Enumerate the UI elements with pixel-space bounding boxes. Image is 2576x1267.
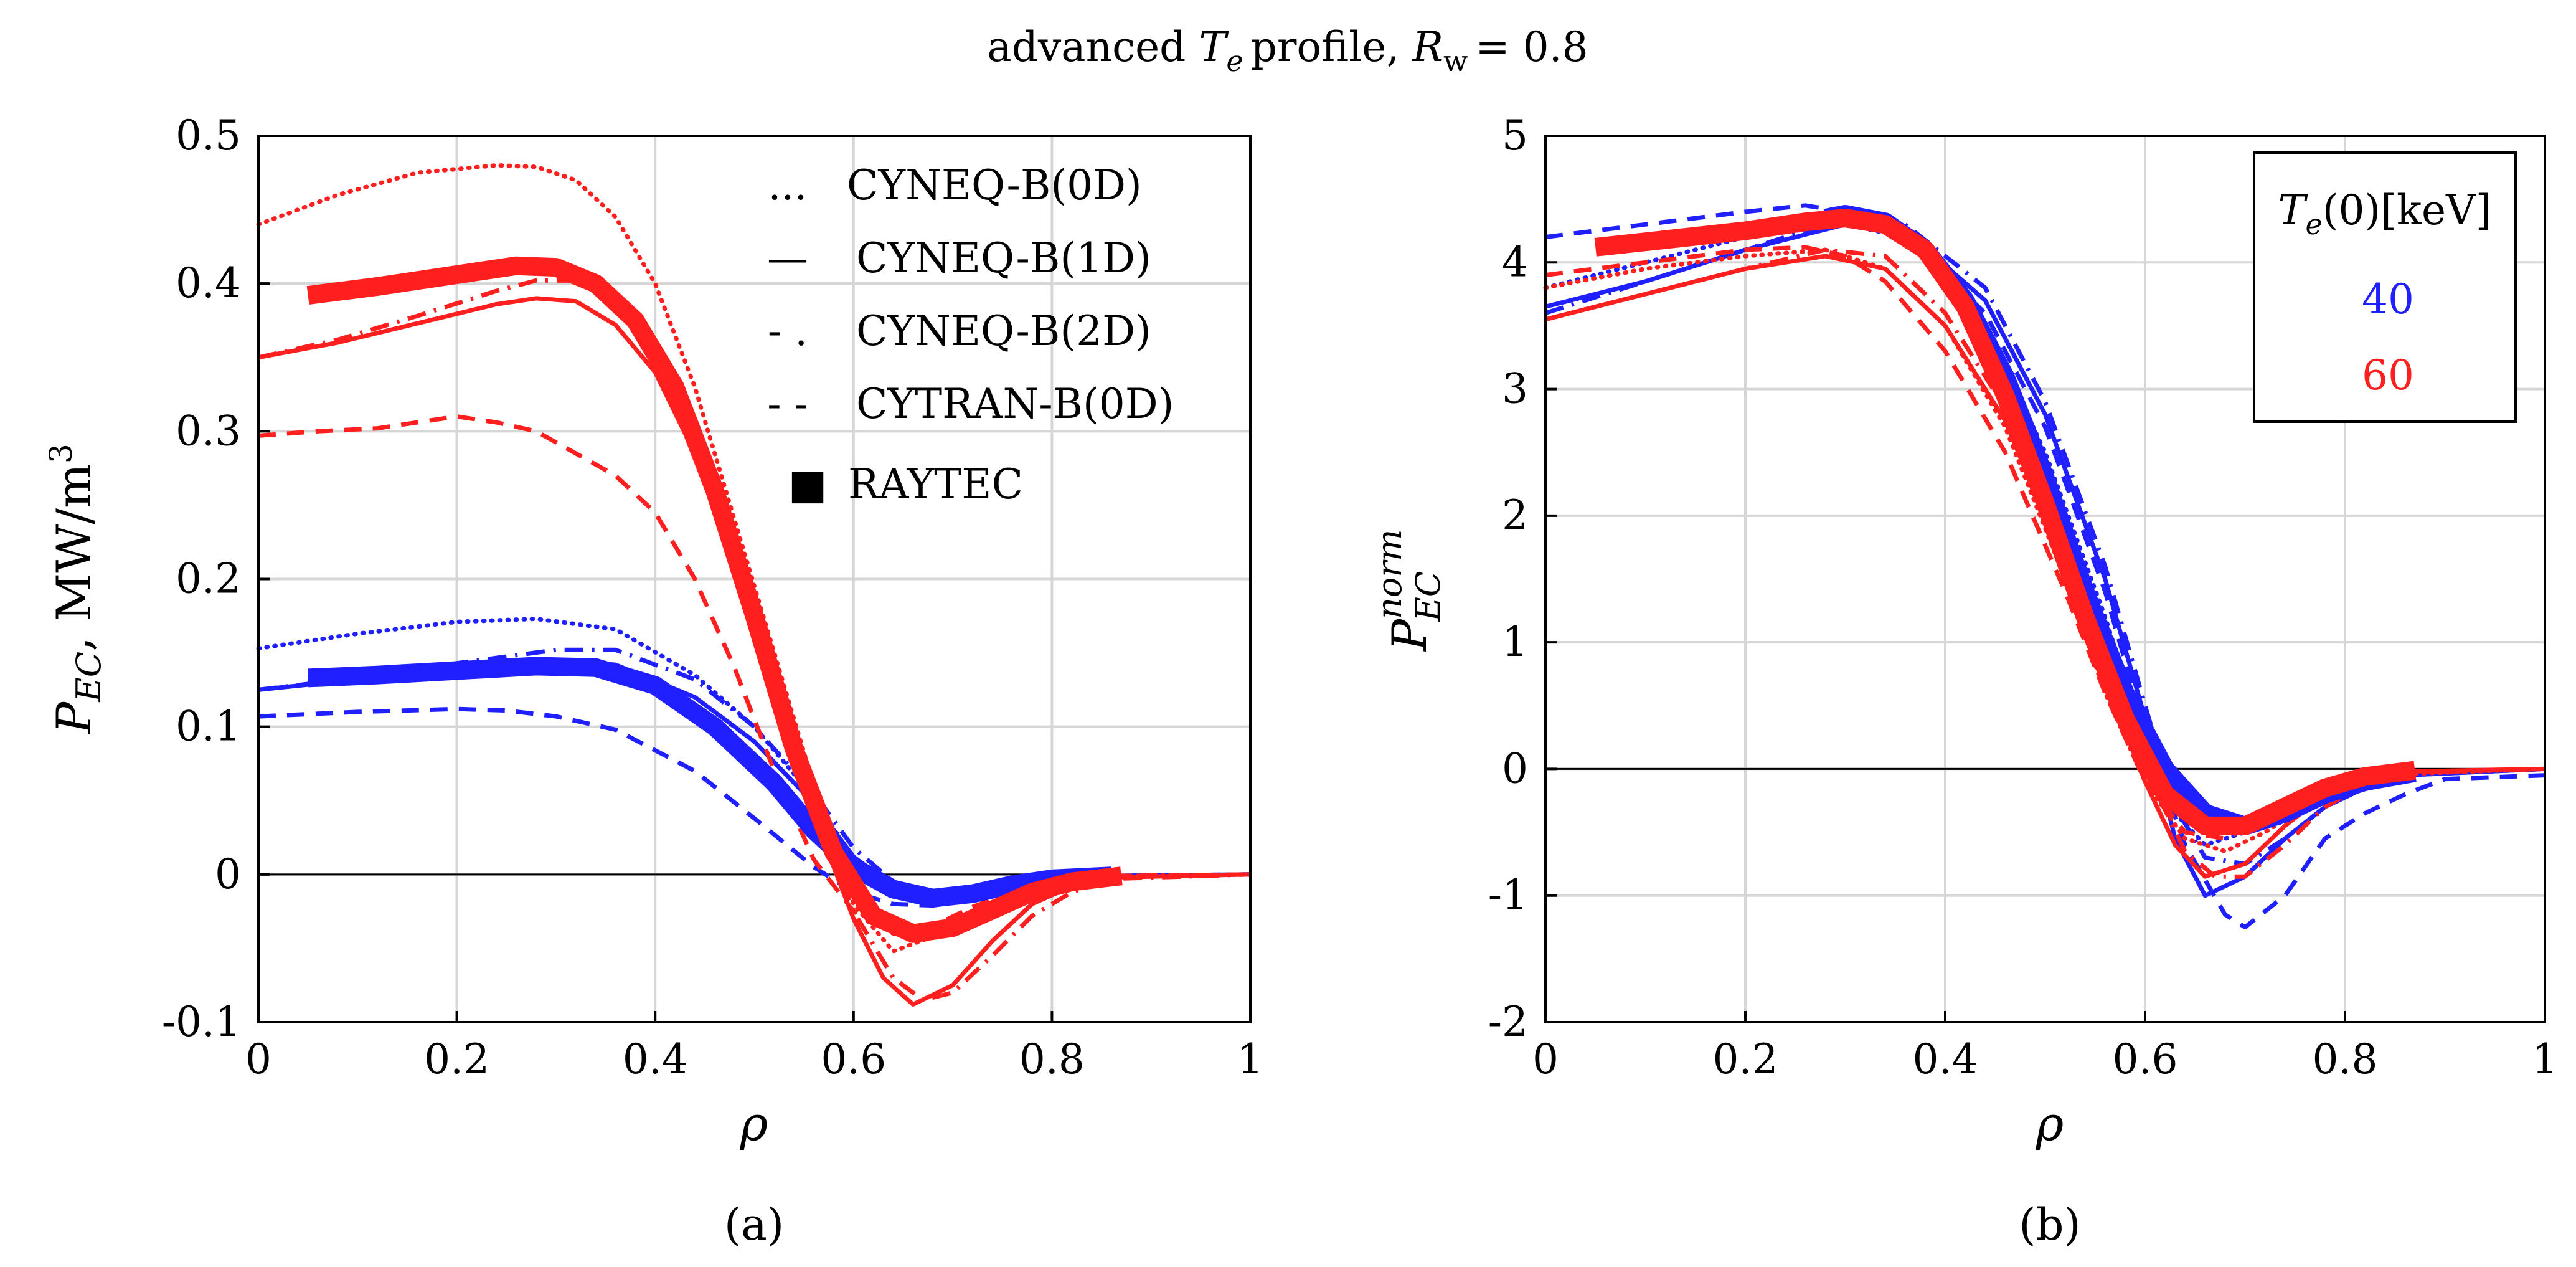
ytick-label-a-3: 0.2: [176, 555, 241, 603]
legend-a-label-0: CYNEQ-B(0D): [847, 161, 1142, 209]
xtick-label-b-4: 0.8: [2313, 1035, 2378, 1083]
legend-a-marker-0: ...: [768, 161, 808, 209]
ytick-label-b-3: 1: [1502, 618, 1528, 666]
plot-frame-b: [1544, 135, 2546, 1023]
ytick-label-b-5: 3: [1502, 365, 1528, 413]
title-te-symbol: T: [1199, 23, 1229, 71]
title-middle: profile,: [1251, 23, 1400, 71]
title-suffix: = 0.8: [1475, 23, 1588, 71]
legend-b-title-subscript: e: [2306, 207, 2323, 241]
ytick-label-a-4: 0.3: [176, 407, 241, 455]
ytick-label-b-4: 2: [1502, 491, 1528, 539]
legend-a-marker-1: —: [767, 234, 808, 282]
ylabel-a-subscript: EC: [69, 652, 108, 703]
series-a-60-raytec: [306, 256, 1123, 943]
ytick-label-a-6: 0.5: [176, 112, 241, 159]
xtick-label-b-3: 0.6: [2113, 1035, 2178, 1083]
panel-a: 0 0.2 0.4 0.6 0.8 1-0.100.10.20.30.40.5 ρ PEC…: [43, 112, 1263, 1250]
series-b-60-cyneq-b-2d-: [1545, 247, 2545, 879]
legend-a-label-3: CYTRAN-B(0D): [856, 380, 1174, 428]
series-a-40-raytec: [307, 657, 1112, 908]
panel-label-b: (b): [2019, 1199, 2080, 1250]
title-rw-subscript: w: [1443, 44, 1468, 78]
legend-a-marker-2: - .: [768, 307, 808, 355]
ylabel-a-separator: ,: [46, 637, 101, 652]
legend-b-entry-60: 60: [2362, 351, 2414, 399]
ytick-label-a-1: 0: [215, 850, 241, 898]
ytick-label-b-2: 0: [1502, 744, 1528, 792]
legend-a-label-1: CYNEQ-B(1D): [856, 234, 1151, 282]
ylabel-a-units-sup: 3: [43, 444, 79, 463]
legend-b-title-rest: (0)[keV]: [2323, 186, 2492, 234]
panel-label-a: (a): [724, 1199, 784, 1250]
legend-b-entry-40: 40: [2362, 275, 2414, 323]
legend-b-title: Te(0)[keV]: [2278, 186, 2492, 241]
ylabel-a-symbol: P: [46, 701, 101, 735]
title-prefix: advanced: [987, 23, 1186, 71]
ylabel-a-units: MW/m: [46, 463, 101, 622]
xtick-label-b-5: 1: [2532, 1035, 2558, 1083]
xtick-label-a-0: 0: [245, 1035, 271, 1083]
xtick-label-b-1: 0.2: [1713, 1035, 1778, 1083]
series-a-40-cytran-b-0d-: [258, 706, 1251, 908]
xtick-label-a-2: 0.4: [623, 1035, 688, 1083]
xtick-label-a-4: 0.8: [1019, 1035, 1085, 1083]
ylabel-a: PEC, MW/m3: [43, 444, 108, 735]
legend-b-box: [2253, 151, 2517, 423]
legend-a: ... CYNEQ-B(0D) — CYNEQ-B(1D) - . CYNEQ-…: [767, 161, 1174, 508]
ytick-label-b-1: -1: [1488, 871, 1528, 919]
legend-b-title-symbol: T: [2278, 186, 2309, 234]
series-b-60-raytec: [1594, 209, 2417, 835]
legend-a-label-4: RAYTEC: [848, 460, 1023, 508]
series-a-60-cyneq-b-2d-: [258, 278, 1251, 1002]
ylabel-b-subscript: EC: [1408, 571, 1448, 622]
ylabel-b: PnormEC: [1370, 529, 1448, 652]
xtick-label-b-0: 0: [1532, 1035, 1559, 1083]
legend-a-label-2: CYNEQ-B(2D): [856, 307, 1151, 355]
xtick-label-a-5: 1: [1237, 1035, 1263, 1083]
plot-area-a: 0 0.2 0.4 0.6 0.8 1-0.100.10.20.30.40.5: [162, 112, 1263, 1083]
panel-b: 0 0.2 0.4 0.6 0.8 1 -2 -1 0 1 2 3 4 5 ρ PnormEC (b) T…: [1370, 112, 2558, 1250]
legend-a-marker-4: ■: [788, 460, 827, 508]
ytick-label-b-7: 5: [1502, 112, 1528, 159]
ytick-label-a-2: 0.1: [176, 703, 241, 751]
legend-b: Te(0)[keV] 40 60: [2253, 151, 2517, 423]
xtick-label-a-3: 0.6: [821, 1035, 886, 1083]
series-a-60-cytran-b-0d-: [258, 414, 1251, 936]
title-te-subscript: e: [1226, 44, 1243, 78]
legend-a-marker-3: - -: [767, 380, 808, 428]
xtick-label-b-2: 0.4: [1913, 1035, 1978, 1083]
ytick-label-a-0: -0.1: [162, 998, 241, 1046]
ytick-label-b-6: 4: [1502, 238, 1528, 286]
xlabel-b: ρ: [2036, 1096, 2064, 1151]
ytick-label-a-5: 0.4: [176, 259, 241, 307]
title-rw-symbol: R: [1412, 23, 1443, 71]
series-a-40-cyneq-b-2d-: [258, 647, 1251, 901]
plot-area-b: 0 0.2 0.4 0.6 0.8 1 -2 -1 0 1 2 3 4 5: [1488, 112, 2558, 1083]
ylabel-b-symbol: P: [1382, 618, 1437, 652]
xlabel-a: ρ: [740, 1096, 768, 1151]
figure-title: advanced Te profile, Rw = 0.8: [987, 23, 1588, 78]
xtick-label-a-1: 0.2: [424, 1035, 489, 1083]
ytick-label-b-0: -2: [1488, 998, 1528, 1046]
ylabel-b-superscript: norm: [1370, 529, 1409, 619]
